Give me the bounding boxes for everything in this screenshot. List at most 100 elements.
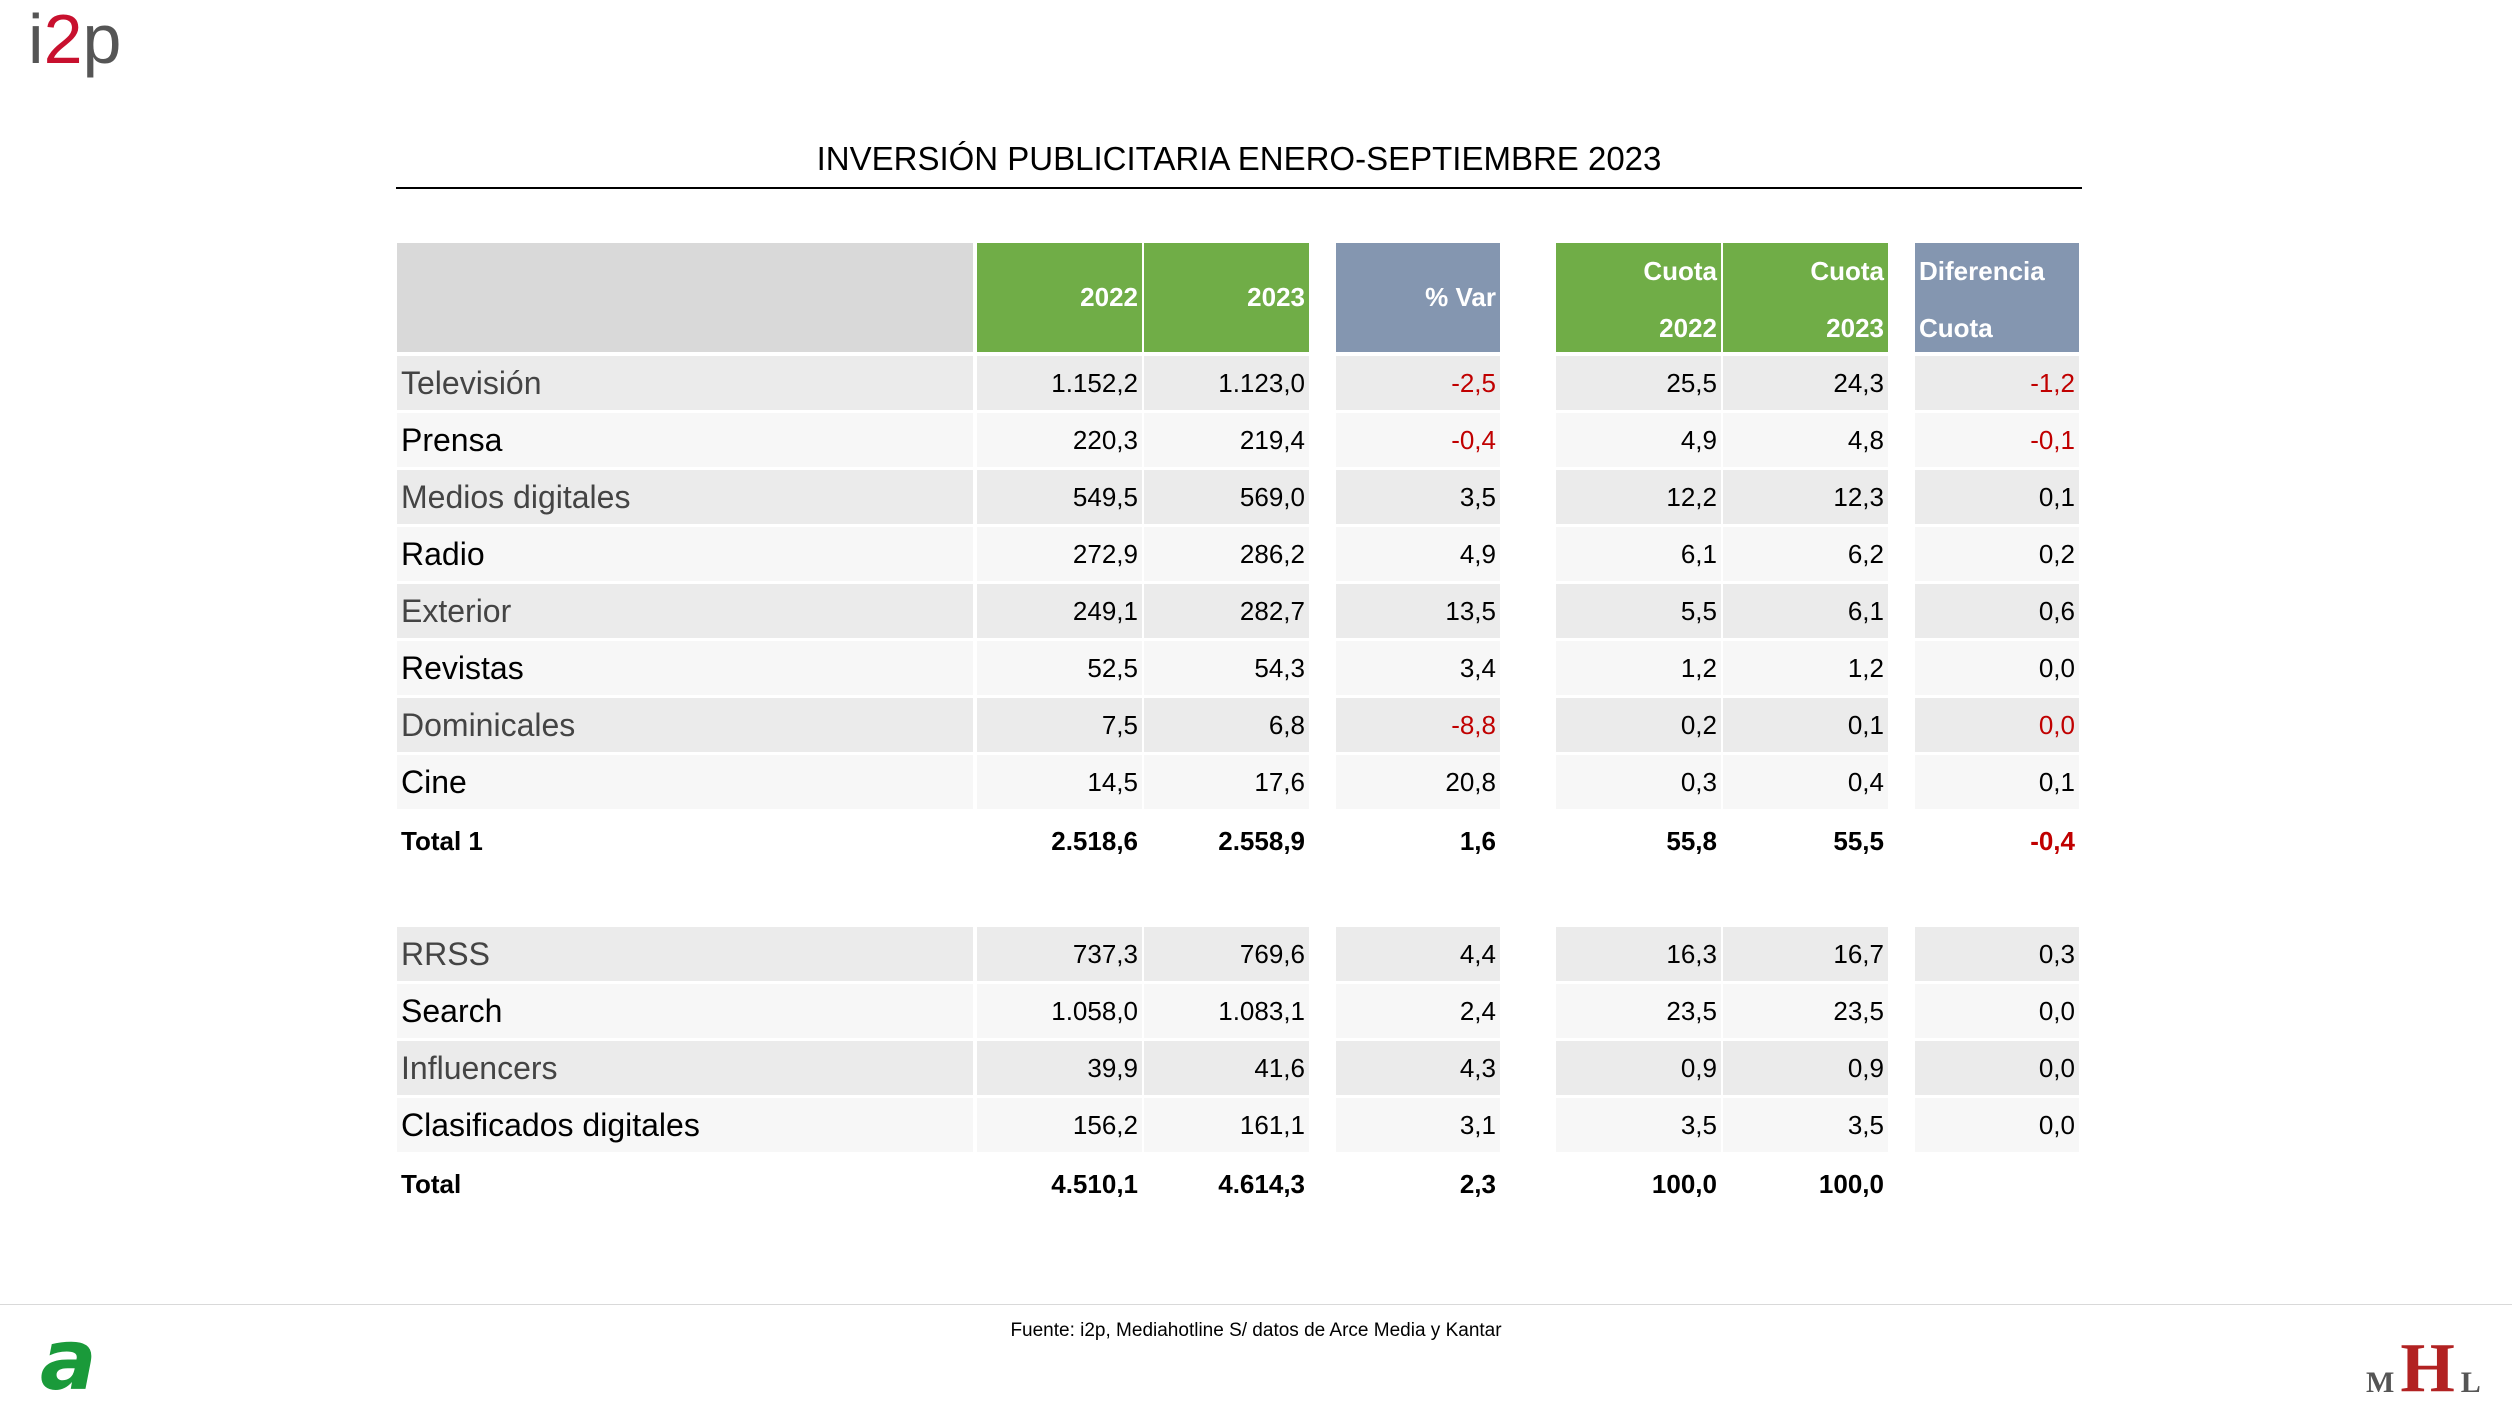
cell-2022: 220,3 [977,413,1142,467]
cell-cuota-2023: 4,8 [1723,413,1888,467]
cell-label: Influencers [397,1041,973,1095]
cell-dif: 0,0 [1915,1041,2079,1095]
cell-var: -2,5 [1336,356,1500,410]
table-row: Clasificados digitales 156,2 161,1 3,1 3,5 3,… [0,1098,2512,1152]
cell-2022: 52,5 [977,641,1142,695]
cell-2022: 39,9 [977,1041,1142,1095]
cell-label: Cine [397,755,973,809]
cell-2022: 549,5 [977,470,1142,524]
source-note: Fuente: i2p, Mediahotline S/ datos de Ar… [1010,1320,1502,1341]
cell-dif: 0,1 [1915,470,2079,524]
table-row: RRSS 737,3 769,6 4,4 16,3 16,7 0,3 [0,927,2512,981]
cell-2023: 161,1 [1144,1098,1309,1152]
cell-label: Dominicales [397,698,973,752]
header-dif-top: Diferencia [1919,256,2045,286]
table-row: Search 1.058,0 1.083,1 2,4 23,5 23,5 0,0 [0,984,2512,1038]
arce-media-logo: a [40,1311,97,1409]
cell-cuota-2023: 16,7 [1723,927,1888,981]
i2p-logo-p: p [82,0,122,78]
mhl-logo-m: M [2366,1366,2395,1399]
mediahotline-logo: M H L [2366,1330,2481,1404]
cell-var: 4,9 [1336,527,1500,581]
cell-dif: 0,2 [1915,527,2079,581]
cell-label: Exterior [397,584,973,638]
table-row: Revistas 52,5 54,3 3,4 1,2 1,2 0,0 [0,641,2512,695]
mhl-logo-l: L [2460,1366,2481,1399]
cell-label: Televisión [397,356,973,410]
table-total-row: Total 4.510,1 4.614,3 2,3 100,0 100,0 [0,1157,2512,1211]
cell-var: 3,5 [1336,470,1500,524]
cell-2023: 769,6 [1144,927,1309,981]
cell-label: Prensa [397,413,973,467]
cell-cuota-2023: 6,1 [1723,584,1888,638]
cell-cuota-2022: 25,5 [1556,356,1721,410]
table-row: Influencers 39,9 41,6 4,3 0,9 0,9 0,0 [0,1041,2512,1095]
cell-var: 2,4 [1336,984,1500,1038]
cell-cuota-2022: 16,3 [1556,927,1721,981]
cell-2023: 282,7 [1144,584,1309,638]
header-cuota-2022-top: Cuota [1643,256,1717,286]
cell-cuota-2023: 23,5 [1723,984,1888,1038]
table-row: Radio 272,9 286,2 4,9 6,1 6,2 0,2 [0,527,2512,581]
cell-2023: 17,6 [1144,755,1309,809]
cell-var: 1,6 [1459,825,1496,856]
title-underline [396,187,2082,189]
cell-cuota-2022: 0,2 [1556,698,1721,752]
table-row: Medios digitales 549,5 569,0 3,5 12,2 12,3 0,1 [0,470,2512,524]
cell-cuota-2023: 55,5 [1833,825,1884,856]
cell-dif: -0,1 [1915,413,2079,467]
cell-var: -0,4 [1336,413,1500,467]
cell-var: 13,5 [1336,584,1500,638]
cell-dif: -1,2 [1915,356,2079,410]
cell-2022: 14,5 [977,755,1142,809]
cell-2022: 1.058,0 [977,984,1142,1038]
cell-cuota-2023: 0,9 [1723,1041,1888,1095]
header-var: % Var [1336,243,1500,352]
header-2022: 2022 [977,243,1142,352]
header-cuota-2023-bottom: 2023 [1826,313,1884,343]
header-cuota-2023-top: Cuota [1810,256,1884,286]
table-row: Cine 14,5 17,6 20,8 0,3 0,4 0,1 [0,755,2512,809]
header-diferencia-cuota: Diferencia Cuota [1915,243,2079,352]
footer-divider [0,1304,2512,1305]
cell-cuota-2023: 12,3 [1723,470,1888,524]
cell-cuota-2022: 12,2 [1556,470,1721,524]
cell-cuota-2022: 4,9 [1556,413,1721,467]
cell-cuota-2022: 3,5 [1556,1098,1721,1152]
cell-dif: 0,6 [1915,584,2079,638]
cell-cuota-2023: 3,5 [1723,1098,1888,1152]
cell-2023: 219,4 [1144,413,1309,467]
cell-dif: 0,0 [1915,698,2079,752]
cell-var: 3,4 [1336,641,1500,695]
cell-2023: 6,8 [1144,698,1309,752]
cell-2023: 41,6 [1144,1041,1309,1095]
cell-2022: 737,3 [977,927,1142,981]
cell-2022: 2.518,6 [1051,825,1138,856]
cell-2023: 4.614,3 [1218,1168,1305,1199]
header-label-cell [397,243,973,352]
cell-cuota-2023: 24,3 [1723,356,1888,410]
header-2023: 2023 [1144,243,1309,352]
cell-var: 20,8 [1336,755,1500,809]
cell-cuota-2023: 1,2 [1723,641,1888,695]
cell-2023: 286,2 [1144,527,1309,581]
cell-var: 2,3 [1459,1168,1496,1199]
cell-dif: 0,3 [1915,927,2079,981]
cell-var: 3,1 [1336,1098,1500,1152]
cell-cuota-2023: 0,1 [1723,698,1888,752]
cell-2022: 7,5 [977,698,1142,752]
header-cuota-2022-bottom: 2022 [1659,313,1717,343]
page-title: INVERSIÓN PUBLICITARIA ENERO-SEPTIEMBRE … [816,140,1662,177]
cell-cuota-2022: 1,2 [1556,641,1721,695]
cell-label: Clasificados digitales [397,1098,973,1152]
cell-cuota-2022: 23,5 [1556,984,1721,1038]
cell-cuota-2022: 5,5 [1556,584,1721,638]
cell-label: Revistas [397,641,973,695]
cell-dif: 0,0 [1915,641,2079,695]
cell-2022: 272,9 [977,527,1142,581]
cell-label: Search [397,984,973,1038]
i2p-logo-i: i [28,0,44,78]
cell-label: Total [401,1168,462,1199]
cell-2022: 1.152,2 [977,356,1142,410]
cell-label: RRSS [397,927,973,981]
